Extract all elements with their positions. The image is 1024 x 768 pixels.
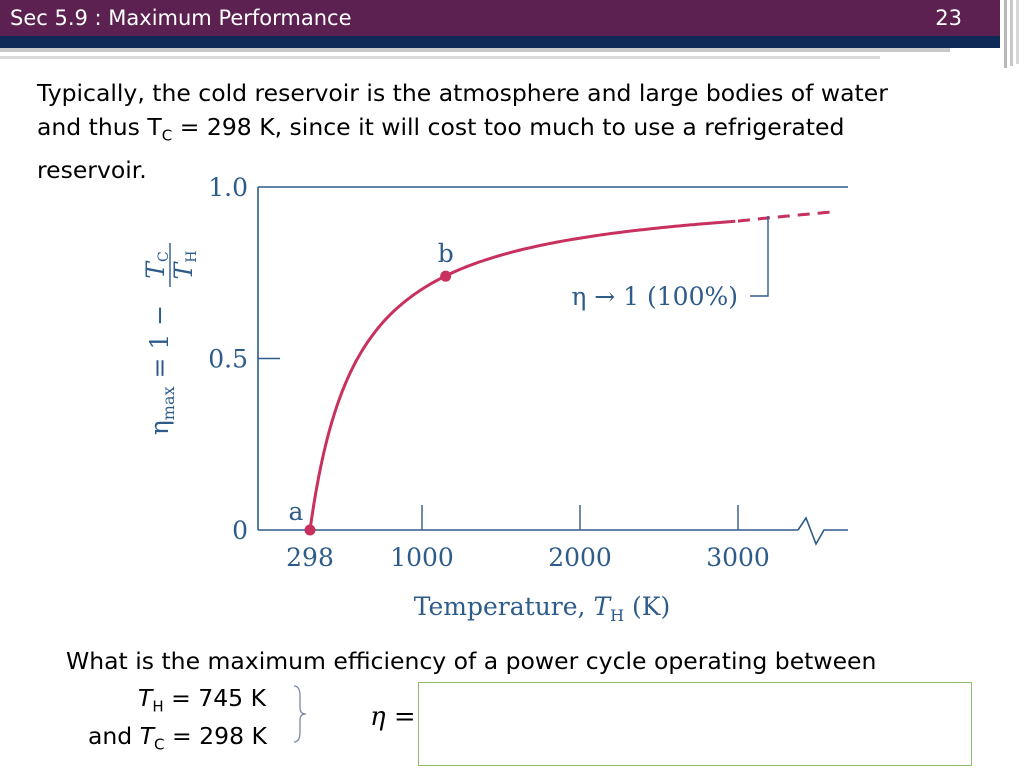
y-tick-label: 1.0 (208, 173, 248, 202)
brace-icon (293, 685, 307, 743)
tc-prefix: and (88, 722, 140, 750)
right-edge-bar (1016, 0, 1019, 64)
fraction-numerator: TC (141, 251, 172, 278)
point-b (440, 270, 452, 282)
slide-number: 23 (935, 6, 962, 30)
x-axis-label: Temperature, TH (K) (414, 592, 670, 625)
point-a (304, 524, 316, 536)
intro-line-3: reservoir. (37, 155, 147, 184)
grey-accent-bar-lower (0, 56, 880, 59)
tc-symbol: T (139, 722, 155, 750)
intro-line-2: and thus TC = 298 K, since it will cost … (37, 110, 997, 153)
efficiency-curve (308, 219, 736, 531)
grey-accent-bar (0, 48, 950, 52)
x-tick-label: 3000 (706, 543, 770, 572)
intro-subscript: C (161, 126, 173, 145)
question-text: What is the maximum efficiency of a powe… (66, 647, 877, 675)
right-edge-bar (1010, 0, 1013, 66)
intro-text: = 298 K, since it will cost too much to … (172, 113, 845, 141)
x-tick-label: 1000 (390, 543, 454, 572)
title-bar: Sec 5.9 : Maximum Performance 23 (0, 0, 1000, 36)
th-value: = 745 K (163, 684, 267, 712)
intro-paragraph: Typically, the cold reservoir is the atm… (37, 76, 997, 187)
point-label-a: a (289, 497, 304, 526)
y-tick-label: 0.5 (208, 345, 248, 374)
annotation-bracket (750, 216, 769, 297)
right-edge-bar (1004, 0, 1007, 68)
annotation-label: η → 1 (100%) (571, 282, 738, 311)
tc-value: = 298 K (164, 722, 267, 750)
answer-box[interactable] (418, 682, 972, 766)
tc-subscript: C (154, 735, 165, 754)
th-condition: TH = 745 K (138, 684, 266, 716)
tc-condition: and TC = 298 K (88, 722, 267, 754)
axis-break-icon (797, 516, 848, 546)
th-symbol: T (138, 684, 153, 712)
efficiency-curve-dashed (737, 210, 833, 223)
point-label-b: b (438, 239, 454, 268)
fraction-denominator: TH (169, 251, 200, 280)
navy-accent-bar (0, 36, 1000, 48)
slide-title: Sec 5.9 : Maximum Performance (10, 6, 352, 30)
th-subscript: H (152, 697, 164, 716)
intro-line-1: Typically, the cold reservoir is the atm… (37, 79, 888, 107)
x-tick-label: 2000 (548, 543, 612, 572)
intro-text: and thus T (37, 113, 162, 141)
y-axis-label: ηmax = 1 − (145, 305, 178, 435)
y-tick-label: 0 (232, 516, 248, 545)
x-tick-label: 298 (286, 543, 334, 572)
efficiency-chart: 0 0.5 1.0 298 1000 2000 3000 a b η → 1 (100%) Temp… (141, 173, 848, 625)
eta-equals: η = (370, 702, 416, 732)
